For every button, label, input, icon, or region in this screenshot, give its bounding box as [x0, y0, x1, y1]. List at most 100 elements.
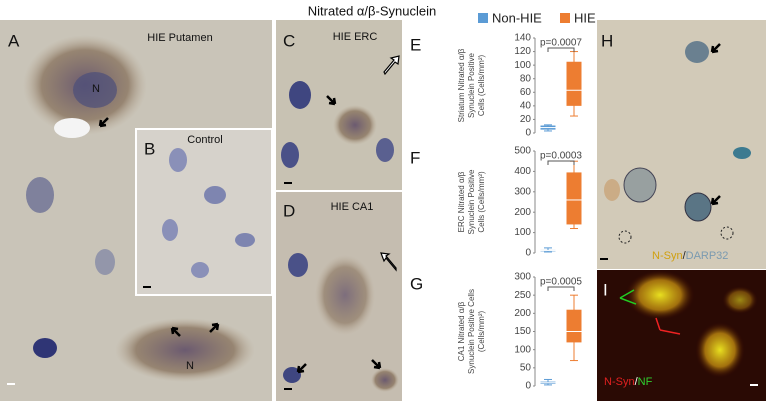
arrow: [710, 43, 721, 206]
nucleus: [169, 148, 187, 172]
panel-b: B Control: [135, 128, 273, 296]
y-tick-label: 300: [514, 186, 531, 197]
panel-caption: Control: [187, 134, 222, 146]
arrow: [619, 289, 637, 305]
legend-label: Non-HIE: [492, 10, 542, 25]
stain-name: NF: [638, 376, 653, 388]
y-axis-label: Cells (Cells/mm²): [477, 171, 486, 233]
panel-h: H N-Syn/DARP32: [597, 20, 766, 269]
y-tick-label: 150: [514, 326, 531, 337]
scale-bar: [284, 182, 292, 184]
signal: [695, 322, 745, 378]
panel-c: C HIE ERC: [276, 20, 402, 190]
nucleus: [288, 253, 308, 277]
y-tick-label: 400: [514, 166, 531, 177]
panel-label: C: [283, 31, 295, 50]
signal: [722, 286, 758, 314]
panel-label: H: [601, 31, 613, 50]
stain-name: N-Syn: [604, 376, 635, 388]
panel-caption: HIE ERC: [333, 31, 378, 43]
panel-label: F: [410, 148, 420, 167]
cell: [604, 179, 620, 201]
y-tick-label: 140: [514, 33, 531, 44]
scale-bar: [750, 384, 758, 386]
nucleus: [235, 233, 255, 247]
box: [566, 61, 582, 106]
stain-name: N-Syn: [652, 250, 683, 262]
y-tick-label: 0: [525, 248, 531, 259]
vessel: [54, 118, 90, 138]
panel-caption: HIE Putamen: [147, 32, 212, 44]
y-axis-label: Synuclein Positive Cells: [467, 289, 476, 374]
nucleus: [191, 262, 209, 278]
neuron: [333, 105, 377, 145]
signal: [625, 270, 695, 320]
cell: [623, 167, 657, 203]
arrow: [326, 95, 337, 106]
panel-label: A: [8, 31, 20, 50]
y-axis-label: ERC Nitrated α/β: [457, 171, 466, 232]
separator: /: [683, 250, 687, 262]
neuron: [371, 368, 399, 392]
y-tick-label: 40: [520, 100, 532, 111]
arrow: [380, 252, 397, 272]
y-tick-label: 200: [514, 207, 531, 218]
nucleus-label: N: [186, 360, 194, 372]
stain-caption: N-Syn/DARP32: [652, 250, 728, 262]
y-tick-label: 0: [525, 381, 531, 392]
box: [566, 172, 582, 225]
arrow: [170, 322, 220, 337]
nucleus: [26, 177, 54, 213]
panel-label: I: [603, 280, 608, 299]
separator: /: [635, 376, 639, 388]
y-tick-label: 250: [514, 290, 531, 301]
panel-label: E: [410, 35, 421, 54]
panel-label: D: [283, 201, 295, 220]
y-tick-label: 50: [520, 362, 532, 373]
y-axis-label: (Cells/mm²): [477, 311, 486, 353]
nucleus: [95, 249, 115, 275]
cell: [684, 192, 712, 222]
outline: [618, 230, 632, 244]
significance-bracket: [547, 47, 575, 52]
stain-name: DARP32: [686, 250, 729, 262]
y-tick-label: 120: [514, 46, 531, 57]
y-tick-label: 500: [514, 146, 531, 157]
scale-bar: [7, 383, 15, 385]
y-axis-label: Synuclein Positive: [467, 169, 476, 234]
y-axis-label: CA1 Nitrated α/β: [457, 301, 466, 361]
significance-bracket: [547, 160, 575, 165]
arrow: [296, 359, 382, 374]
nucleus: [281, 142, 299, 168]
neuron: [115, 318, 255, 382]
y-tick-label: 20: [520, 114, 532, 125]
p-value: p=0.0005: [540, 277, 582, 288]
y-tick-label: 200: [514, 308, 531, 319]
y-tick-label: 80: [520, 73, 532, 84]
p-value: p=0.0007: [540, 38, 582, 49]
nucleus: [376, 138, 394, 162]
panel-label: G: [410, 274, 423, 293]
arrow: [655, 317, 681, 335]
legend-swatch: [478, 13, 488, 23]
scale-bar: [600, 258, 608, 260]
nucleus: [162, 219, 178, 241]
neuron: [315, 255, 375, 335]
box: [566, 309, 582, 343]
scale-bar: [143, 286, 151, 288]
micrograph: [597, 20, 766, 269]
panel-label: B: [144, 139, 155, 158]
nucleus: [73, 72, 117, 108]
nucleus: [33, 338, 57, 358]
nucleus: [289, 81, 311, 109]
y-tick-label: 100: [514, 227, 531, 238]
cell: [733, 147, 751, 159]
significance-bracket: [547, 286, 575, 291]
nucleus: [204, 186, 226, 204]
y-tick-label: 60: [520, 87, 532, 98]
panel-d: D HIE CA1: [276, 192, 402, 401]
arrow: [383, 55, 400, 76]
figure-title: Nitrated α/β-Synuclein: [308, 3, 436, 18]
panel-i: I N-Syn/NF: [597, 270, 766, 401]
y-axis-label: Striatum Nitrated α/β: [457, 48, 466, 122]
